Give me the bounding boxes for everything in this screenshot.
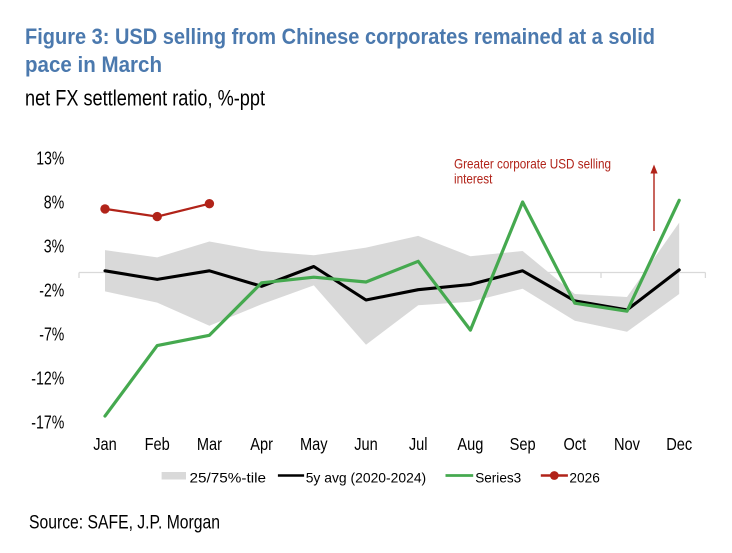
svg-text:-7%: -7% [39, 324, 64, 344]
svg-text:Greater corporate USD selling: Greater corporate USD selling [454, 156, 611, 171]
svg-text:25/75%-tile: 25/75%-tile [190, 470, 267, 486]
svg-text:Apr: Apr [250, 434, 273, 454]
svg-text:Figure 3: USD selling from Chi: Figure 3: USD selling from Chinese corpo… [25, 24, 655, 49]
svg-text:Feb: Feb [145, 434, 170, 454]
svg-text:3%: 3% [44, 236, 65, 256]
svg-text:Jan: Jan [93, 434, 117, 454]
svg-text:Dec: Dec [666, 434, 692, 454]
svg-text:May: May [300, 434, 328, 454]
svg-text:Jul: Jul [409, 434, 428, 454]
svg-text:13%: 13% [36, 148, 64, 168]
svg-text:interest: interest [454, 172, 493, 187]
svg-text:Series3: Series3 [475, 470, 521, 486]
svg-text:-12%: -12% [31, 369, 64, 389]
svg-text:pace in March: pace in March [25, 52, 162, 77]
svg-text:Jun: Jun [354, 434, 378, 454]
svg-text:Oct: Oct [563, 434, 586, 454]
svg-text:8%: 8% [44, 192, 65, 212]
svg-text:-17%: -17% [31, 413, 64, 433]
svg-text:2026: 2026 [569, 470, 600, 486]
svg-text:Nov: Nov [614, 434, 640, 454]
svg-text:Sep: Sep [510, 434, 536, 454]
svg-text:Source: SAFE, J.P. Morgan: Source: SAFE, J.P. Morgan [29, 512, 220, 533]
svg-text:-2%: -2% [39, 280, 64, 300]
svg-text:5y avg (2020-2024): 5y avg (2020-2024) [306, 470, 427, 486]
svg-text:net FX settlement ratio, %-ppt: net FX settlement ratio, %-ppt [25, 86, 265, 111]
svg-text:Mar: Mar [197, 434, 222, 454]
svg-text:Aug: Aug [457, 434, 483, 454]
